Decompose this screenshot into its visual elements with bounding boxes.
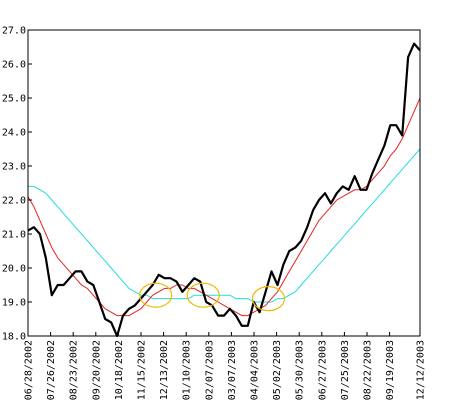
series-line-price [27,42,421,338]
y-tick-label: 22.0 [2,196,26,207]
x-tick-label: 08/22/2003 [363,340,374,400]
y-tick-label: 24.0 [2,128,26,139]
x-tick-label: 09/19/2003 [385,340,396,400]
x-tick-label: 09/20/2002 [91,340,102,400]
y-tick-label: 21.0 [2,230,26,241]
x-tick-label: 08/23/2002 [69,340,80,400]
highlight-layer [139,282,286,312]
x-tick-label: 04/04/2003 [250,340,261,400]
plot-area [28,30,420,336]
x-tick-label: 05/30/2003 [295,340,306,400]
y-tick-label: 18.0 [2,332,26,343]
x-tick-label: 06/28/2002 [24,340,35,400]
x-tick-label: 07/25/2003 [340,340,351,400]
x-tick-label: 12/12/2003 [416,340,427,400]
x-tick-label: 03/07/2003 [227,340,238,400]
x-tick-label: 10/18/2002 [114,340,125,400]
series-line-long-ma [28,148,421,303]
y-tick-label: 25.0 [2,94,26,105]
crossover-highlight-3 [251,286,286,312]
crossover-highlight-2 [186,282,220,308]
y-axis: 18.0 19.0 20.0 21.0 22.0 23.0 24.0 25.0 26.0 27.0 [2,26,32,343]
y-tick-label: 27.0 [2,26,26,37]
series-line-short-ma [27,97,421,317]
y-tick-label: 19.0 [2,298,26,309]
x-tick-label: 02/07/2003 [204,340,215,400]
y-tick-label: 23.0 [2,162,26,173]
y-tick-label: 20.0 [2,264,26,275]
x-axis: 06/28/2002 07/26/2002 08/23/2002 09/20/2002… [24,332,427,400]
y-tick-label: 26.0 [2,60,26,71]
x-tick-label: 06/27/2003 [317,340,328,400]
x-tick-label: 11/15/2002 [137,340,148,400]
x-tick-label: 01/10/2003 [182,340,193,400]
x-tick-label: 12/13/2002 [159,340,170,400]
x-tick-label: 05/02/2003 [272,340,283,400]
series-layer [27,42,421,338]
crossover-highlight-1 [139,282,173,308]
plot-border [27,29,421,337]
x-tick-label: 07/26/2002 [46,340,57,400]
